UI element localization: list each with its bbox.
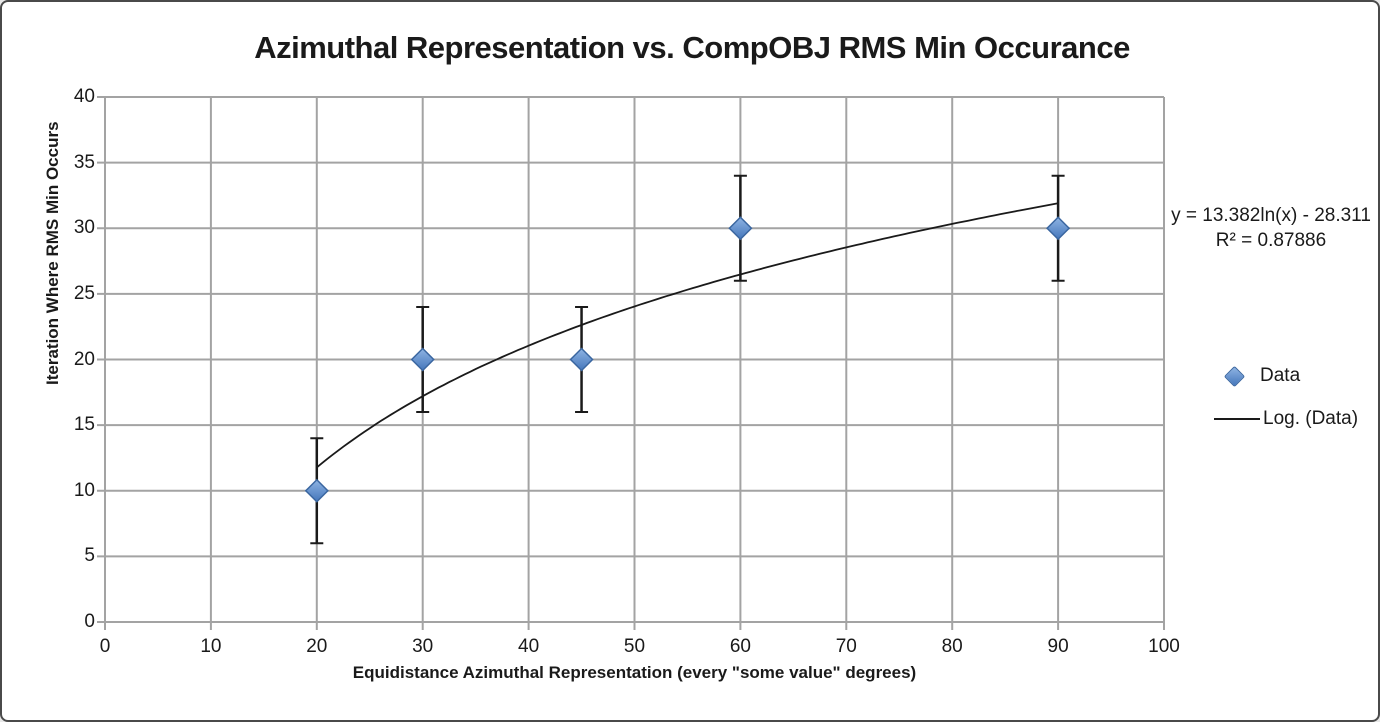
x-tick-label: 60	[729, 636, 751, 657]
x-tick-label: 100	[1148, 636, 1180, 657]
legend-item-data: Data	[1223, 364, 1301, 388]
r-squared-value: R² = 0.87886	[1215, 230, 1327, 251]
legend-label-trendline: Log. (Data)	[1263, 408, 1359, 429]
x-tick-label: 40	[518, 636, 540, 657]
y-tick-label: 0	[84, 611, 95, 632]
y-tick-label: 35	[73, 151, 95, 173]
data-series-marker-icon	[1223, 365, 1246, 387]
x-tick-label: 30	[412, 636, 434, 657]
y-tick-label: 25	[73, 282, 95, 304]
x-tick-label: 10	[200, 636, 222, 657]
x-tick-label: 0	[99, 636, 111, 657]
x-tick-label: 70	[835, 636, 857, 657]
y-tick-label: 10	[73, 479, 95, 501]
x-axis-title: Equidistance Azimuthal Representation (e…	[352, 663, 917, 682]
y-tick-label: 20	[73, 348, 95, 370]
y-tick-label: 5	[84, 545, 95, 567]
y-tick-label: 30	[73, 217, 95, 239]
x-tick-label: 80	[941, 636, 963, 657]
trendline-equation: y = 13.382ln(x) - 28.311	[1171, 205, 1371, 226]
x-tick-label: 90	[1047, 636, 1069, 657]
y-tick-label: 40	[73, 86, 95, 107]
legend-item-trendline: Log. (Data)	[1214, 407, 1358, 431]
plot-area	[97, 96, 1165, 630]
x-tick-label: 20	[306, 636, 328, 657]
x-tick-label: 50	[623, 636, 646, 657]
trendline-sample-icon	[1214, 418, 1260, 420]
chart-title: Azimuthal Representation vs. CompOBJ RMS…	[254, 30, 1130, 65]
y-tick-label: 15	[73, 414, 95, 436]
legend-label-data: Data	[1260, 365, 1301, 386]
trendline-annotation: y = 13.382ln(x) - 28.311 R² = 0.87886	[1164, 203, 1378, 253]
